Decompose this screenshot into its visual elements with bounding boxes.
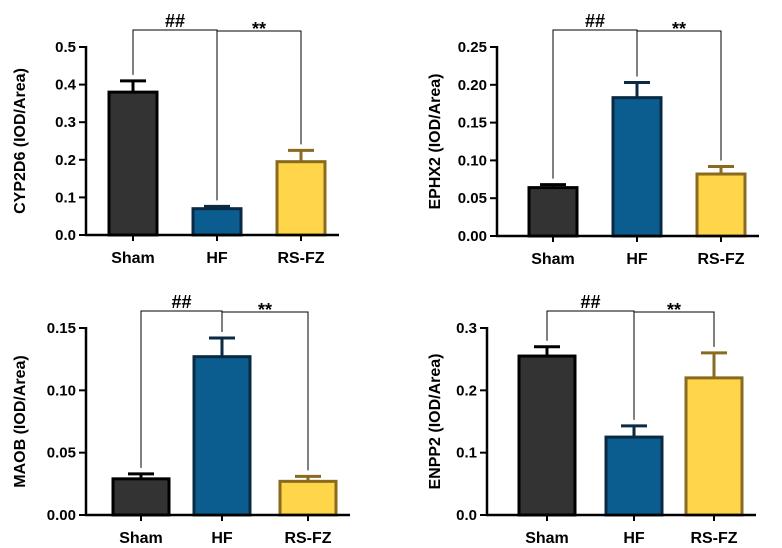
- chart-maob: MAOB (IOD/Area) 0.00 0.05 0.10 0.15 Sham HF RS-…: [12, 292, 350, 547]
- significance-bracket-hf-rsfz: [221, 311, 309, 471]
- y-tick-label: 0.5: [55, 39, 76, 56]
- bar-rs-fz: [684, 376, 744, 517]
- significance-label: **: [672, 19, 686, 39]
- significance-label: ##: [585, 11, 605, 31]
- y-tick-label: 0.1: [55, 189, 76, 206]
- y-tick-label: 0.25: [458, 39, 487, 56]
- chart-cyp2d6: CYP2D6 (IOD/Area) 0.0 0.1 0.2 0.3 0.4 0.5 Sham H…: [12, 11, 339, 267]
- significance-bracket-hf-rsfz: [636, 30, 722, 161]
- bar-sham: [517, 354, 577, 517]
- y-tick-label: 0.2: [55, 152, 76, 169]
- bar-rs-fz: [278, 479, 338, 517]
- y-tick-label: 0.1: [456, 445, 477, 462]
- significance-label: ##: [165, 11, 185, 31]
- y-axis-label: CYP2D6 (IOD/Area): [12, 68, 29, 214]
- x-tick-label: HF: [206, 250, 228, 267]
- significance-bracket-sham-hf: [552, 29, 638, 179]
- x-tick-label: Sham: [119, 530, 163, 547]
- y-tick-label: 0.15: [458, 115, 487, 132]
- significance-label: ##: [580, 292, 600, 312]
- y-tick-label: 0.3: [456, 320, 477, 337]
- significance-label: **: [667, 300, 681, 320]
- x-tick-label: Sham: [525, 530, 569, 547]
- y-tick-label: 0.0: [456, 507, 477, 524]
- bar-hf: [604, 435, 664, 517]
- y-tick-label: 0.10: [47, 382, 76, 399]
- significance-bracket-hf-rsfz: [216, 30, 302, 145]
- y-tick-label: 0.0: [55, 227, 76, 244]
- y-tick-label: 0.3: [55, 114, 76, 131]
- significance-label: ##: [171, 292, 191, 312]
- y-tick-label: 0.05: [458, 190, 487, 207]
- bar-hf: [191, 207, 243, 237]
- y-axis-label: EPHX2 (IOD/Area): [427, 73, 444, 209]
- significance-label: **: [258, 300, 272, 320]
- bar-rs-fz: [275, 160, 327, 237]
- bar-sham: [107, 90, 159, 237]
- bar-hf: [192, 355, 252, 517]
- y-axis-label: ENPP2 (IOD/Area): [427, 353, 444, 489]
- chart-enpp2: ENPP2 (IOD/Area) 0.0 0.1 0.2 0.3 Sham HF RS-FZ #…: [427, 292, 756, 547]
- y-tick-label: 0.2: [456, 382, 477, 399]
- significance-bracket-sham-hf: [140, 310, 223, 468]
- y-tick-label: 0.10: [458, 152, 487, 169]
- x-tick-label: RS-FZ: [277, 250, 324, 267]
- bar-sham: [527, 186, 579, 238]
- bar-sham: [111, 477, 171, 517]
- significance-bracket-hf-rsfz: [633, 311, 715, 347]
- bar-rs-fz: [695, 172, 747, 238]
- y-tick-label: 0.20: [458, 77, 487, 94]
- x-tick-label: RS-FZ: [690, 530, 737, 547]
- x-tick-label: Sham: [111, 250, 155, 267]
- x-tick-label: Sham: [531, 251, 575, 268]
- x-tick-label: HF: [211, 530, 233, 547]
- x-tick-label: RS-FZ: [697, 251, 744, 268]
- y-tick-label: 0.00: [47, 507, 76, 524]
- bar-hf: [611, 96, 663, 238]
- significance-bracket-sham-hf: [132, 29, 218, 201]
- x-tick-label: HF: [626, 251, 648, 268]
- y-tick-label: 0.4: [55, 77, 77, 94]
- significance-label: **: [252, 19, 266, 39]
- x-tick-label: RS-FZ: [284, 530, 331, 547]
- chart-ephx2: EPHX2 (IOD/Area) 0.00 0.05 0.10 0.15 0.20 0.25…: [427, 11, 759, 268]
- y-axis-label: MAOB (IOD/Area): [12, 355, 29, 487]
- y-tick-label: 0.05: [47, 445, 76, 462]
- x-tick-label: HF: [623, 530, 645, 547]
- y-tick-label: 0.00: [458, 228, 487, 245]
- significance-bracket-sham-hf: [546, 310, 635, 420]
- y-tick-label: 0.15: [47, 320, 76, 337]
